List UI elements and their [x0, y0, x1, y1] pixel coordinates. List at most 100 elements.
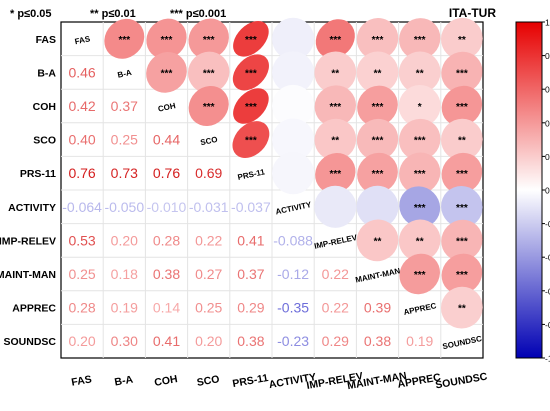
correlation-value: -0.050 [104, 199, 144, 215]
row-labels: FAS B-A COH SCO PRS-11 ACTIVITY IMP-RELEV MAINT… [0, 34, 56, 348]
correlation-ellipse [356, 185, 399, 228]
correlation-value: -0.088 [273, 232, 313, 248]
significance-stars: *** [203, 35, 215, 46]
correlation-value: 0.73 [111, 165, 138, 181]
significance-stars: *** [414, 136, 426, 147]
correlation-value: 0.22 [322, 266, 349, 282]
row-label: FAS [36, 34, 56, 46]
correlation-ellipse [356, 219, 399, 262]
correlation-ellipse [399, 152, 441, 194]
row-label: B-A [37, 67, 56, 79]
correlation-ellipse [441, 118, 483, 161]
colorbar-tick-label: -1.0 [545, 354, 550, 364]
correlation-value: 0.28 [153, 232, 180, 248]
significance-stars: *** [203, 102, 215, 113]
correlation-value: 0.38 [153, 266, 180, 282]
correlation-value: 0.42 [68, 98, 95, 114]
significance-stars: ** [374, 236, 382, 247]
correlation-value: -0.23 [277, 333, 309, 349]
row-label: SCO [33, 135, 56, 147]
colorbar-tick-label: 0.40 [545, 118, 550, 128]
correlation-value: -0.064 [62, 199, 102, 215]
colorbar-tick-label: 0.80 [545, 51, 550, 61]
correlation-value: -0.12 [277, 266, 309, 282]
row-label: COH [33, 101, 56, 113]
correlation-value: -0.037 [231, 199, 271, 215]
significance-stars: *** [118, 35, 130, 46]
correlation-value: -0.010 [147, 199, 187, 215]
significance-stars: *** [372, 136, 384, 147]
significance-stars: ** [458, 304, 466, 315]
significance-stars: *** [456, 68, 468, 79]
significance-legend-1: * p≤0.05 [10, 8, 52, 20]
correlation-value: 0.29 [237, 300, 264, 316]
correlation-value: 0.44 [153, 132, 180, 148]
column-label: PRS-11 [232, 372, 270, 390]
correlation-ellipse [233, 21, 269, 57]
correlation-value: 0.69 [195, 165, 222, 181]
significance-stars: *** [456, 102, 468, 113]
correlation-value: -0.35 [277, 300, 309, 316]
correlation-value: 0.20 [111, 232, 138, 248]
significance-stars: ** [331, 136, 339, 147]
diagonal-label: SCO [200, 135, 219, 147]
colorbar-tick-label: 0.60 [545, 85, 550, 95]
correlation-ellipse [441, 85, 483, 127]
colorbar-tick-label: -0.40 [545, 253, 550, 263]
colorbar-tick-label: 0.20 [545, 152, 550, 162]
correlation-value: 0.38 [364, 333, 391, 349]
correlation-ellipse [441, 219, 483, 262]
correlation-ellipse [314, 85, 356, 127]
significance-stars: *** [329, 102, 341, 113]
correlation-value: 0.28 [68, 300, 95, 316]
correlation-value: 0.46 [68, 64, 95, 80]
correlation-value: 0.29 [322, 333, 349, 349]
significance-stars: *** [203, 68, 215, 79]
correlation-ellipse [232, 121, 270, 159]
correlation-value: 0.25 [111, 132, 138, 148]
colorbar-tick-label: -0.20 [545, 219, 550, 229]
correlation-value: 0.19 [111, 300, 138, 316]
correlation-ellipse [232, 54, 269, 91]
diagonal-label: COH [157, 101, 176, 114]
significance-stars: *** [245, 68, 257, 79]
significance-stars: *** [456, 236, 468, 247]
correlation-ellipse [188, 85, 229, 127]
significance-stars: ** [458, 35, 466, 46]
correlation-value: 0.53 [68, 232, 95, 248]
significance-stars: *** [245, 35, 257, 46]
correlation-value: -0.031 [189, 199, 229, 215]
column-label: COH [153, 373, 178, 389]
correlation-ellipse [272, 84, 315, 128]
correlation-ellipse [104, 18, 145, 59]
correlation-ellipse [146, 52, 187, 93]
correlation-value: 0.14 [153, 300, 180, 316]
correlation-ellipse [315, 19, 355, 59]
correlation-ellipse [314, 51, 357, 94]
correlation-ellipse [272, 17, 315, 60]
correlation-ellipse [188, 18, 229, 60]
colorbar-tick-label: -0.60 [545, 286, 550, 296]
correlation-ellipse [357, 85, 398, 127]
row-label: IMP-RELEV [0, 235, 56, 247]
column-label: SOUNDSC [434, 371, 488, 392]
colorbar-tick-label: 1.0 [545, 18, 550, 28]
correlation-value: 0.41 [237, 232, 264, 248]
correlation-ellipse [314, 118, 357, 161]
correlation-value: 0.30 [111, 333, 138, 349]
significance-stars: *** [372, 102, 384, 113]
correlation-ellipse [398, 85, 441, 127]
correlation-ellipse [272, 118, 315, 161]
significance-stars: * [418, 102, 422, 113]
correlation-ellipse [441, 17, 483, 60]
correlation-value: 0.76 [153, 165, 180, 181]
significance-stars: *** [414, 270, 426, 281]
colorbar-ticks: 1.0 0.80 0.60 0.40 0.20 0.00 -0.20 -0.40 -0.60 -0… [542, 18, 550, 364]
correlation-ellipse [356, 118, 399, 161]
significance-stars: *** [245, 136, 257, 147]
colorbar-tick-label: 0.00 [545, 186, 550, 196]
correlation-value: 0.37 [237, 266, 264, 282]
correlation-ellipse [272, 51, 315, 94]
correlation-value: 0.41 [153, 333, 180, 349]
chart-title: ITA-TUR [449, 6, 496, 20]
